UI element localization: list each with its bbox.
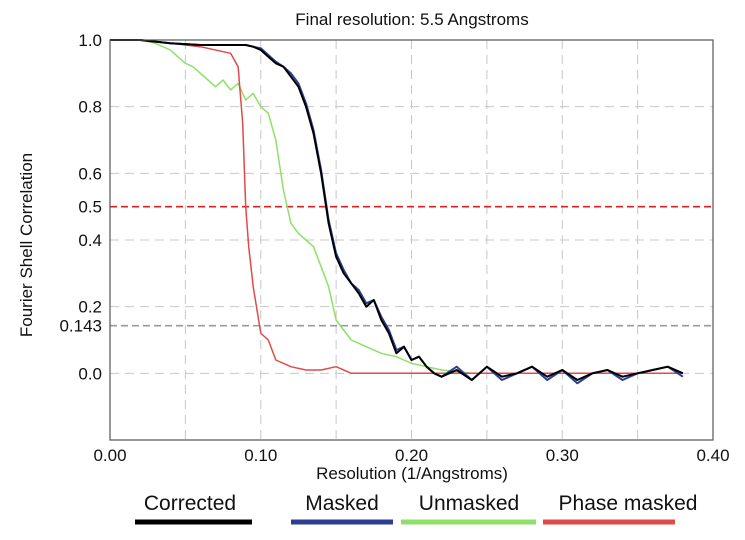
y-tick-label: 0.8 <box>78 98 102 117</box>
y-tick-label: 0.6 <box>78 164 102 183</box>
y-tick-label: 1.0 <box>78 31 102 50</box>
x-tick-label: 0.30 <box>546 446 579 465</box>
series-lines <box>110 39 684 385</box>
x-tick-label: 0.10 <box>244 446 277 465</box>
plot-frame <box>109 39 714 441</box>
y-tick-label: 0.0 <box>78 364 102 383</box>
y-tick-label: 0.2 <box>78 298 102 317</box>
y-tick-label: 0.5 <box>78 198 102 217</box>
x-tick-label: 0.20 <box>395 446 428 465</box>
y-tick-labels: 1.0 0.8 0.6 0.5 0.4 0.20.143 0.0 <box>59 31 102 383</box>
x-tick-label: 0.00 <box>93 446 126 465</box>
x-tick-labels: 0.00 0.10 0.20 0.30 0.40 <box>93 446 729 465</box>
y-tick-label: 0.4 <box>78 231 102 250</box>
x-axis-label: Resolution (1/Angstroms) <box>316 464 508 483</box>
reference-lines <box>110 205 713 327</box>
legend-label-phase-masked: Phase masked <box>559 492 698 515</box>
series-line-corrected <box>110 39 684 381</box>
series-line-masked <box>110 39 684 385</box>
y-axis-label: Fourier Shell Correlation <box>17 153 36 337</box>
y-tick-label: 0.143 <box>59 317 102 336</box>
legend-label-masked: Masked <box>305 492 379 515</box>
legend-label-corrected: Corrected <box>144 492 236 515</box>
x-tick-label: 0.40 <box>696 446 729 465</box>
legend-label-unmasked: Unmasked <box>419 492 519 515</box>
chart-title: Final resolution: 5.5 Angstroms <box>295 10 528 29</box>
legend: Corrected Masked Unmasked Phase masked <box>135 492 698 525</box>
